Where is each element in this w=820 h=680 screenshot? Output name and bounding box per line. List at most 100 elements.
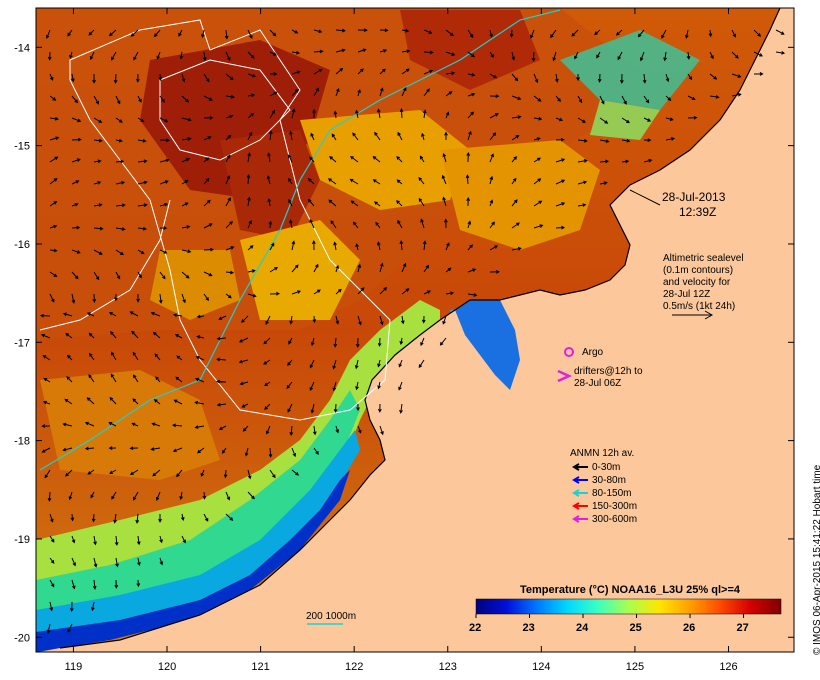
velocity-arrow xyxy=(291,240,296,251)
velocity-arrow xyxy=(555,158,566,163)
velocity-arrow xyxy=(247,29,253,40)
velocity-arrow xyxy=(135,73,140,83)
velocity-arrow xyxy=(71,579,76,590)
velocity-arrow xyxy=(224,29,229,40)
velocity-arrow xyxy=(599,181,608,185)
velocity-arrow xyxy=(291,70,301,75)
velocity-arrow xyxy=(150,311,161,317)
velocity-arrow xyxy=(401,68,410,75)
velocity-arrow xyxy=(533,73,539,84)
velocity-arrow xyxy=(312,315,317,324)
velocity-arrow xyxy=(418,176,425,185)
velocity-arrow xyxy=(615,29,623,36)
velocity-arrow xyxy=(132,351,139,361)
anmn-arrow xyxy=(572,476,588,484)
velocity-arrow xyxy=(355,381,359,391)
velocity-arrow xyxy=(181,225,191,229)
bathymetry-contours xyxy=(39,9,561,471)
velocity-arrow xyxy=(709,73,718,80)
velocity-arrow xyxy=(269,291,281,296)
velocity-arrow xyxy=(93,271,100,281)
velocity-arrow xyxy=(335,48,346,53)
velocity-arrow xyxy=(445,267,452,273)
anmn-item-0: 0-30m xyxy=(592,462,621,473)
velocity-arrow xyxy=(49,95,57,101)
velocity-arrow xyxy=(71,293,76,304)
velocity-arrow xyxy=(533,95,542,102)
velocity-arrow xyxy=(195,356,205,361)
velocity-arrow xyxy=(466,197,471,207)
velocity-arrow xyxy=(555,117,564,122)
velocity-arrow xyxy=(467,111,475,119)
velocity-arrow xyxy=(87,469,95,475)
velocity-arrow xyxy=(489,132,497,141)
lon-tick-label: 124 xyxy=(532,661,550,673)
velocity-arrow xyxy=(86,312,95,317)
velocity-arrow xyxy=(421,132,425,141)
velocity-arrow xyxy=(155,491,161,501)
velocity-arrow xyxy=(687,115,698,120)
velocity-arrow xyxy=(264,403,271,411)
velocity-arrow xyxy=(108,422,117,427)
velocity-arrow xyxy=(108,29,117,37)
velocity-arrow xyxy=(352,132,359,141)
velocity-arrow xyxy=(269,266,279,273)
velocity-arrow xyxy=(400,315,405,325)
velocity-arrow xyxy=(309,359,315,369)
velocity-arrow xyxy=(49,271,58,277)
velocity-arrow xyxy=(41,424,51,428)
velocity-arrow xyxy=(445,111,450,119)
velocity-arrow xyxy=(327,178,337,185)
velocity-arrow xyxy=(152,331,161,339)
velocity-arrow xyxy=(665,73,670,83)
velocity-arrow xyxy=(115,95,121,105)
velocity-arrow xyxy=(203,271,213,277)
lat-tick-label: -16 xyxy=(14,239,30,251)
velocity-arrow xyxy=(201,29,205,39)
velocity-arrow xyxy=(203,95,213,101)
velocity-arrow xyxy=(533,178,542,185)
velocity-arrow xyxy=(62,422,73,427)
velocity-arrow xyxy=(357,263,362,273)
velocity-arrow xyxy=(71,137,82,142)
velocity-arrow xyxy=(291,88,299,97)
lat-tick-label: -15 xyxy=(14,141,30,153)
velocity-arrow xyxy=(307,177,315,185)
velocity-arrow xyxy=(377,381,381,390)
velocity-arrow xyxy=(46,29,51,39)
velocity-arrow xyxy=(135,513,140,524)
velocity-arrow xyxy=(137,95,142,103)
velocity-arrow xyxy=(247,491,255,500)
velocity-arrow xyxy=(511,135,520,141)
lon-tick-label: 123 xyxy=(439,661,457,673)
velocity-arrow xyxy=(621,138,631,143)
velocity-arrow xyxy=(129,469,139,476)
velocity-arrow xyxy=(309,218,315,229)
velocity-arrow xyxy=(577,159,588,163)
velocity-arrow xyxy=(218,315,227,320)
velocity-arrow xyxy=(115,159,125,164)
velocity-arrow xyxy=(133,51,139,61)
velocity-arrow xyxy=(467,92,476,97)
velocity-arrow xyxy=(216,336,227,341)
velocity-arrow xyxy=(445,51,456,56)
velocity-arrow xyxy=(396,156,403,163)
velocity-arrow xyxy=(533,224,544,229)
colorbar-tick-label: 27 xyxy=(736,622,749,634)
velocity-arrow xyxy=(467,51,476,58)
velocity-arrow xyxy=(64,398,73,405)
velocity-arrow xyxy=(196,447,205,454)
velocity-arrow xyxy=(288,177,293,185)
velocity-arrow xyxy=(350,155,359,163)
velocity-arrow xyxy=(158,293,163,304)
velocity-arrow xyxy=(181,137,192,141)
velocity-arrow xyxy=(401,288,410,295)
velocity-arrow xyxy=(136,294,140,303)
velocity-arrow xyxy=(396,179,403,185)
velocity-arrow xyxy=(555,179,566,185)
velocity-arrow xyxy=(687,95,696,100)
velocity-arrow xyxy=(203,177,210,185)
velocity-arrow xyxy=(67,623,73,633)
velocity-arrow xyxy=(291,447,296,458)
velocity-arrow xyxy=(350,200,359,207)
